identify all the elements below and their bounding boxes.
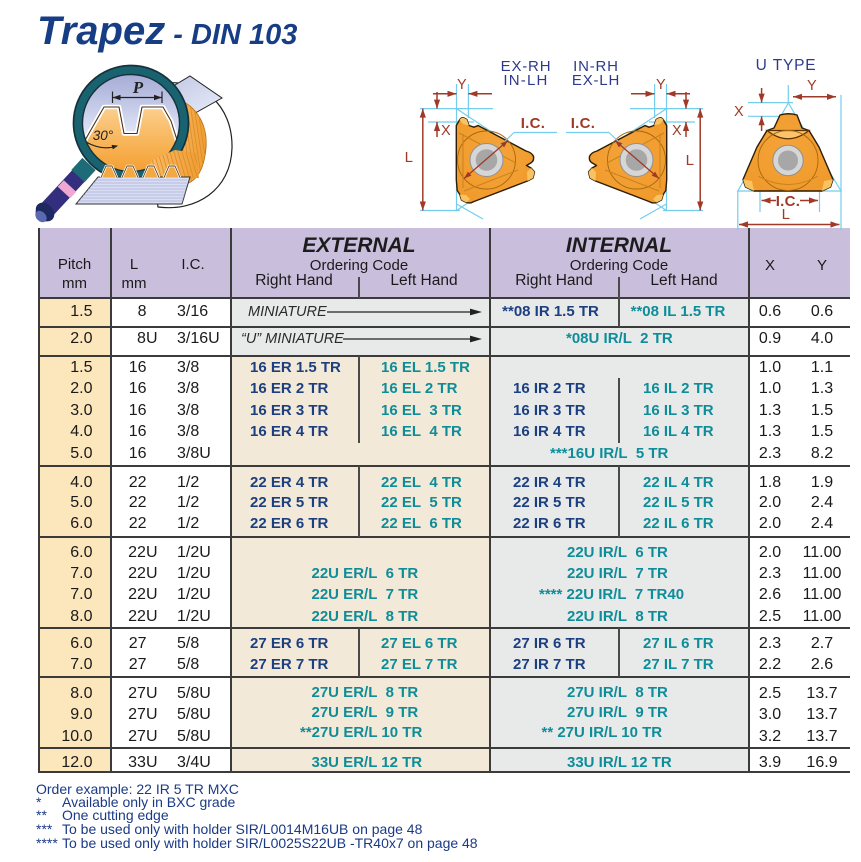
svg-text:EX-LH: EX-LH [572,72,620,89]
svg-text:X: X [441,123,451,139]
svg-text:IN-LH: IN-LH [503,72,548,89]
svg-text:I.C.: I.C. [571,115,596,132]
svg-text:L: L [686,152,695,169]
svg-text:L: L [405,149,414,166]
svg-text:Y: Y [457,77,467,93]
svg-text:Y: Y [807,78,817,94]
svg-text:EX-RH: EX-RH [501,58,552,75]
svg-text:P: P [132,78,144,97]
svg-text:IN-RH: IN-RH [573,58,619,75]
svg-text:X: X [672,123,682,139]
svg-text:U TYPE: U TYPE [756,57,817,74]
svg-text:I.C.: I.C. [776,193,801,210]
svg-text:X: X [734,104,744,120]
svg-text:Y: Y [656,77,666,93]
svg-text:I.C.: I.C. [521,115,546,132]
svg-text:30°: 30° [93,128,114,143]
svg-text:L: L [782,206,791,223]
